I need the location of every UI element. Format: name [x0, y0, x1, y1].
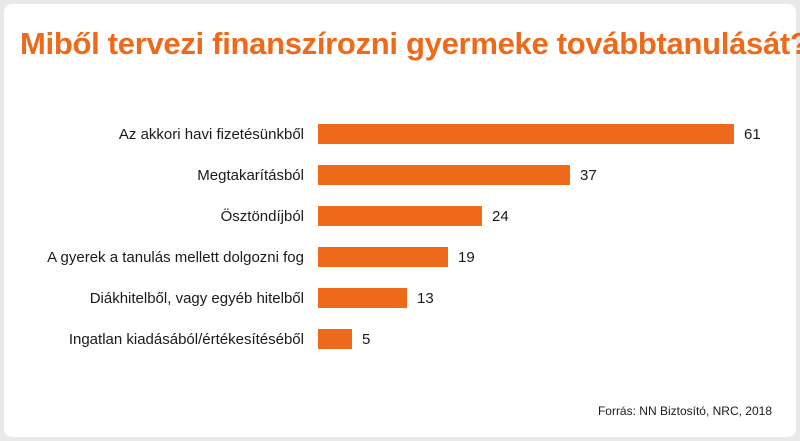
bar-6: [318, 329, 352, 349]
value-label: 19: [458, 249, 475, 266]
value-label: 24: [492, 208, 509, 225]
value-label: 13: [417, 290, 434, 307]
category-label: Megtakarításból: [197, 167, 304, 184]
category-label: Diákhitelből, vagy egyéb hitelből: [90, 290, 304, 307]
source-note: Forrás: NN Biztosító, NRC, 2018: [597, 404, 772, 418]
bar-1: [318, 124, 734, 144]
category-label: Az akkori havi fizetésünkből: [119, 126, 304, 143]
bar-2: [318, 165, 570, 185]
category-label: Ösztöndíjból: [221, 207, 304, 225]
value-label: 61: [744, 126, 761, 143]
bar-4: [318, 247, 448, 267]
category-label: Ingatlan kiadásából/értékesítéséből: [69, 331, 304, 348]
bar-5: [318, 288, 407, 308]
value-label: 37: [580, 167, 597, 184]
category-label: A gyerek a tanulás mellett dolgozni fog: [47, 249, 304, 266]
value-label: 5: [362, 331, 370, 348]
chart-title: Miből tervezi finanszírozni gyermeke tov…: [20, 26, 800, 61]
bar-3: [318, 206, 482, 226]
